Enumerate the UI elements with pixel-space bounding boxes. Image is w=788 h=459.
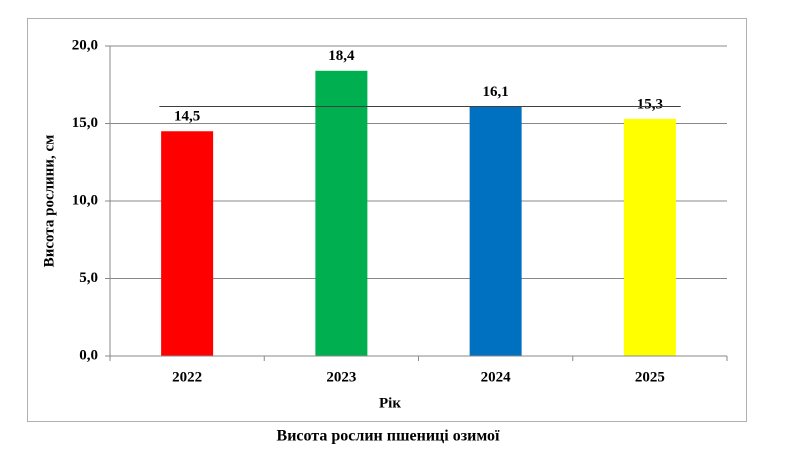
- x-tick-label: 2024: [481, 369, 512, 385]
- value-label: 15,3: [637, 96, 663, 112]
- value-label: 14,5: [174, 109, 200, 125]
- value-label: 18,4: [328, 48, 355, 64]
- y-tick-label: 20,0: [72, 37, 98, 53]
- y-axis-label: Висота рослини, см: [41, 135, 57, 268]
- y-tick-label: 5,0: [79, 270, 98, 286]
- x-axis-label: Рік: [379, 395, 401, 411]
- x-tick-label: 2023: [326, 369, 356, 385]
- y-tick-label: 10,0: [72, 192, 98, 208]
- bar: [161, 131, 214, 356]
- x-tick-label: 2022: [172, 369, 202, 385]
- bar: [315, 70, 368, 357]
- y-tick-label: 0,0: [79, 347, 98, 363]
- chart-frame: [27, 18, 747, 422]
- bar: [469, 106, 522, 356]
- x-tick-label: 2025: [635, 369, 665, 385]
- value-label: 16,1: [483, 84, 509, 100]
- chart-caption: Висота рослин пшениці озимої: [277, 428, 501, 445]
- y-tick-label: 15,0: [72, 115, 98, 131]
- bar: [623, 118, 676, 356]
